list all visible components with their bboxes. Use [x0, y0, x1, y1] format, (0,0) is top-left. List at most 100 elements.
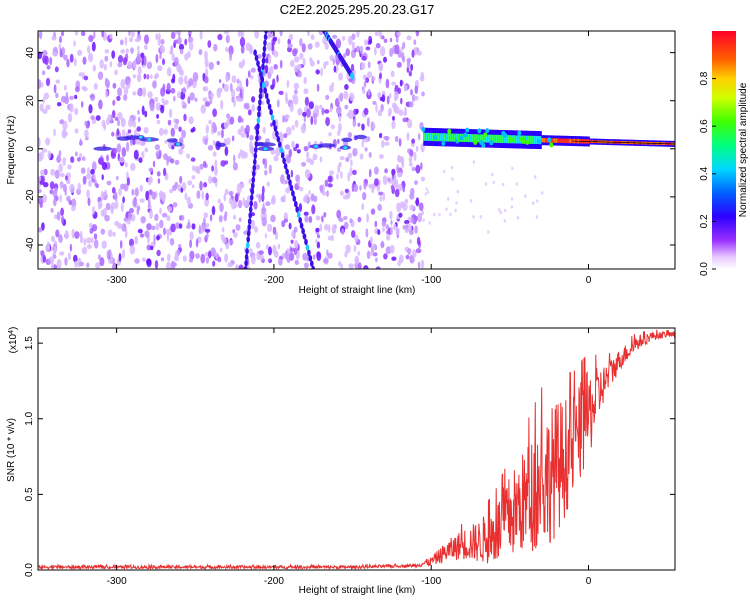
heatmap-cell [386, 229, 390, 235]
heatmap-cell [205, 192, 209, 201]
heatmap-cell [303, 195, 308, 203]
heatmap-cell [315, 69, 320, 75]
heatmap-cell [148, 176, 153, 184]
heatmap-cell [294, 119, 299, 128]
heatmap-cell [85, 173, 92, 180]
heatmap-cell [42, 254, 47, 263]
heatmap-cell [88, 179, 92, 187]
heatmap-cell [357, 122, 361, 127]
heatmap-cell [56, 156, 62, 163]
heatmap-cell [134, 187, 139, 197]
heatmap-cell [220, 247, 223, 253]
heatmap-band-cell [495, 134, 498, 143]
heatmap-streak-cell [245, 248, 249, 255]
heatmap-cell [402, 41, 406, 50]
heatmap-cell [221, 227, 225, 233]
heatmap-cell [172, 202, 178, 208]
heatmap-cell [385, 78, 390, 89]
heatmap-cell [370, 208, 376, 215]
heatmap-cell [55, 229, 60, 238]
heatmap-streak-cell [243, 265, 248, 269]
heatmap-cell [242, 197, 246, 206]
heatmap-cell [223, 31, 230, 35]
heatmap-cell [336, 173, 339, 180]
heatmap-cell [191, 223, 196, 230]
heatmap-streak-cell [259, 71, 263, 78]
heatmap-cell [100, 190, 105, 201]
heatmap-cell [159, 127, 164, 136]
heatmap-cell [374, 178, 379, 187]
heatmap-cell [319, 156, 323, 163]
heatmap-cell [384, 168, 388, 174]
heatmap-cell [174, 159, 180, 166]
heatmap-cell [302, 111, 307, 117]
heatmap-cell [170, 158, 175, 164]
heatmap-cell [316, 83, 320, 92]
heatmap-cell [308, 190, 311, 196]
heatmap-cell [111, 187, 116, 194]
heatmap-cell [316, 241, 321, 249]
heatmap-cell [90, 168, 95, 175]
heatmap-streak-cell [263, 33, 268, 41]
heatmap-cell [82, 175, 87, 185]
heatmap-cell [418, 213, 422, 221]
heatmap-cell [365, 228, 369, 238]
heatmap-cell [208, 119, 212, 125]
heatmap-cell [166, 67, 172, 77]
heatmap-band-cell [441, 133, 444, 142]
heatmap-cell [202, 160, 207, 168]
heatmap-cell [233, 231, 238, 238]
heatmap-cell [369, 38, 373, 44]
heatmap-streak-cell [270, 114, 275, 121]
heatmap-cell [344, 104, 349, 110]
heatmap-cell [39, 103, 44, 112]
heatmap-cell [125, 48, 129, 53]
heatmap-cell [41, 50, 48, 57]
heatmap-cell [290, 60, 295, 67]
heatmap-streak-cell [255, 134, 259, 142]
heatmap-streak-cell [253, 49, 257, 56]
heatmap-cell [157, 37, 161, 46]
snr-y-tick-label: 1.0 [24, 411, 35, 425]
heatmap-cell [104, 49, 110, 54]
heatmap-cell [272, 244, 277, 255]
heatmap-streak-cell [282, 157, 286, 164]
heatmap-streak-cell [261, 57, 266, 64]
heatmap-cell [337, 130, 341, 137]
heatmap-cell [243, 151, 248, 159]
heatmap-cell [115, 200, 119, 210]
heatmap-band-cell [467, 134, 470, 143]
heatmap-cell [83, 237, 87, 246]
heatmap-cell [77, 182, 81, 192]
heatmap-cell [277, 243, 281, 250]
heatmap-cell [59, 36, 62, 44]
heatmap-cell [348, 109, 354, 120]
heatmap-cell [122, 248, 125, 259]
heatmap-cell [333, 65, 337, 73]
heatmap-cell [242, 58, 246, 66]
heatmap-cell [76, 157, 81, 162]
heatmap-cell [130, 162, 136, 171]
heatmap-cell [344, 188, 349, 193]
heatmap-cell [237, 115, 242, 123]
heatmap-cell [297, 181, 301, 187]
heatmap-cell [150, 225, 156, 231]
heatmap-cell [299, 38, 303, 47]
snr-y-multiplier: (x104) [8, 327, 20, 354]
heatmap-cell [245, 42, 251, 51]
heatmap-cell [103, 123, 106, 131]
colorbar-tick-label: 0.4 [699, 166, 710, 180]
heatmap-cell [144, 230, 150, 238]
heatmap-cell [126, 177, 130, 186]
heatmap-band-cell [517, 135, 520, 144]
heatmap-streak-cell [257, 105, 262, 112]
heatmap-streak-cell [299, 222, 304, 229]
heatmap-cell [443, 169, 446, 174]
heatmap-cell [261, 192, 265, 203]
heatmap-cell [276, 99, 280, 108]
heatmap-cell [352, 118, 356, 128]
heatmap-cell [321, 107, 325, 116]
heatmap-cell [74, 31, 79, 36]
heatmap-cell [397, 155, 401, 163]
heatmap-cell [117, 62, 123, 68]
